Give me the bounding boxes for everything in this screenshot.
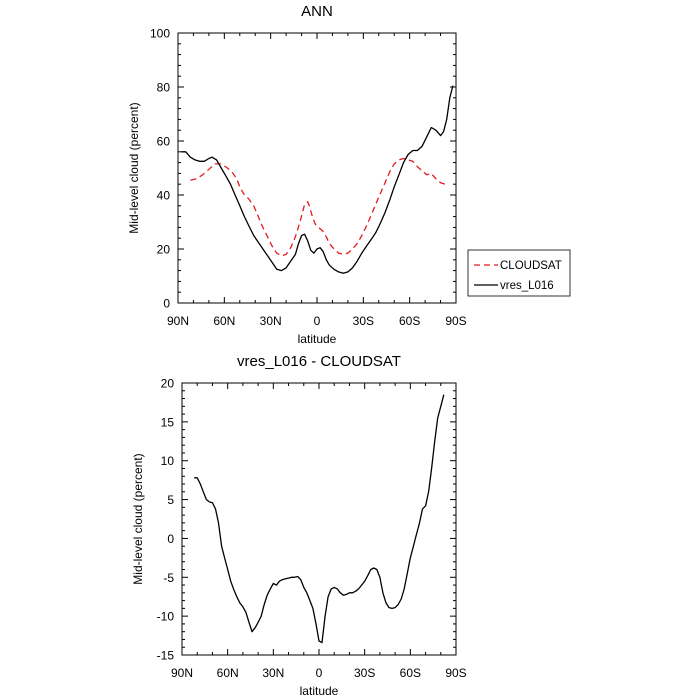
legend-box <box>467 249 571 297</box>
y-tick-label: 20 <box>157 243 171 257</box>
panel-top: ANN 0 20 40 60 80 100 90N 60N 30N 0 30S 60S 90S latitu… <box>127 3 571 346</box>
x-tick-label: 60N <box>213 314 235 328</box>
x-tick-label: 90N <box>167 314 189 328</box>
panel-bottom: vres_L016 - CLOUDSAT -15 -10 -5 0 5 10 15 20 90N 6… <box>131 353 467 698</box>
y-tick-label: 40 <box>157 189 171 203</box>
x-tick-label: 30S <box>353 314 374 328</box>
series-line-vres-l016 <box>181 85 454 274</box>
x-tick-label: 60S <box>399 314 420 328</box>
series-line-cloudsat <box>190 157 446 257</box>
legend-label: vres_L016 <box>500 280 554 292</box>
y-tick-label: 80 <box>157 81 171 95</box>
series-line-difference <box>194 394 445 644</box>
x-tick-label: 90S <box>445 666 466 680</box>
x-tick-label: 30N <box>262 666 284 680</box>
x-tick-label: 90N <box>171 666 193 680</box>
x-tick-label: 0 <box>316 666 323 680</box>
chart-title: ANN <box>301 3 333 20</box>
x-tick-label: 60N <box>217 666 239 680</box>
legend-label: CLOUDSAT <box>500 260 562 272</box>
y-axis-label: Mid-level cloud (percent) <box>131 453 145 584</box>
y-tick-label: 0 <box>167 532 174 546</box>
x-tick-label: 0 <box>314 314 321 328</box>
y-axis-label: Mid-level cloud (percent) <box>127 102 141 233</box>
y-tick-label: 0 <box>163 297 170 311</box>
chart-title: vres_L016 - CLOUDSAT <box>237 353 401 370</box>
x-tick-label: 30N <box>260 314 282 328</box>
y-tick-label: 100 <box>150 27 170 41</box>
y-tick-label: 5 <box>167 493 174 507</box>
y-tick-label: 10 <box>161 454 175 468</box>
y-tick-label: 20 <box>161 377 175 391</box>
y-tick-label: -5 <box>163 571 174 585</box>
x-axis-label: latitude <box>298 332 337 346</box>
y-tick-label: -15 <box>157 649 175 663</box>
x-tick-label: 60S <box>400 666 421 680</box>
x-tick-label: 30S <box>354 666 375 680</box>
y-tick-label: 60 <box>157 135 171 149</box>
x-tick-label: 90S <box>445 314 466 328</box>
y-tick-label: 15 <box>161 415 175 429</box>
y-tick-label: -10 <box>157 610 175 624</box>
x-axis-label: latitude <box>300 684 339 698</box>
